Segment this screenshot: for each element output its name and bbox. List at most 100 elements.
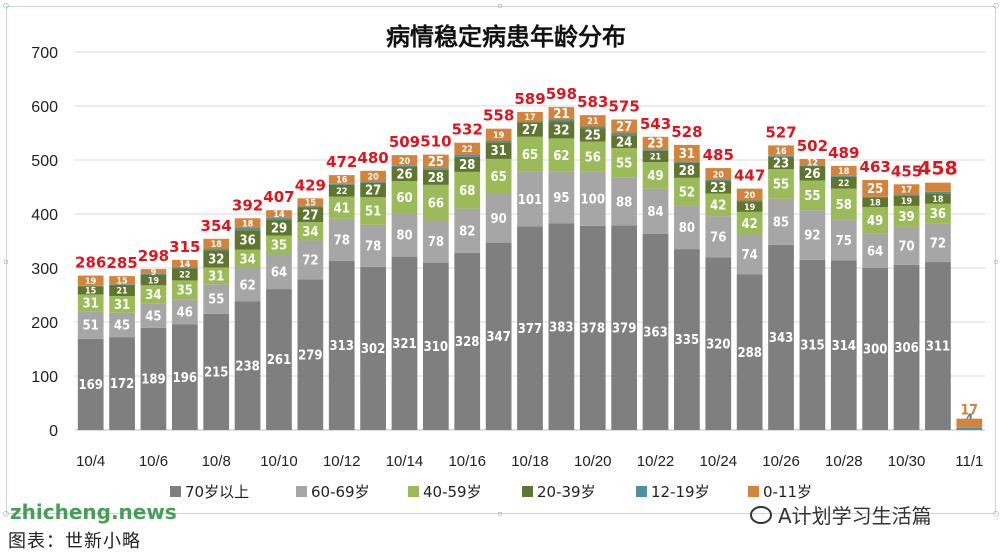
bar-segment [830, 188, 857, 220]
data-label: 31 [208, 270, 224, 285]
bar-segment [454, 252, 481, 430]
bar-segment [297, 198, 324, 207]
bar-segment [77, 275, 104, 286]
bar-segment [109, 337, 135, 430]
data-label: 311 [926, 340, 950, 355]
data-label: 335 [675, 333, 699, 348]
bar-segment [485, 140, 512, 143]
data-label: 300 [863, 343, 887, 358]
bar-segment [454, 154, 481, 157]
bar-segment [422, 154, 449, 169]
data-label: 21 [587, 117, 599, 127]
data-label: 101 [518, 193, 542, 208]
data-label: 80 [679, 221, 695, 236]
bar-segment [830, 176, 857, 189]
resize-handle-bottom-left[interactable]: ○ [3, 509, 9, 519]
data-label: 88 [616, 195, 632, 210]
y-tick-label: 600 [31, 99, 58, 116]
y-tick-label: 200 [31, 315, 58, 332]
bar-segment [140, 327, 167, 430]
bar-segment [642, 233, 669, 430]
bar-segment [642, 136, 669, 150]
bar-segment [893, 205, 920, 227]
data-label: 22 [336, 187, 347, 197]
data-label: 65 [522, 148, 538, 163]
bar-segment [736, 234, 763, 275]
bar-segment [736, 201, 763, 212]
data-label: 22 [462, 145, 473, 155]
bar-segment [862, 233, 889, 268]
data-label: 378 [581, 322, 605, 337]
data-label: 84 [647, 205, 663, 220]
data-label: 70 [898, 240, 914, 255]
data-label: 261 [267, 353, 291, 368]
resize-handle-bottom[interactable]: ▫ [497, 509, 503, 519]
bar-segment [548, 121, 575, 139]
data-label: 23 [647, 137, 663, 152]
bar-segment [799, 180, 826, 211]
bar-segment [799, 259, 826, 430]
x-tick-label: 10/4 [76, 453, 105, 470]
bar-segment [422, 262, 449, 430]
total-label: 392 [232, 196, 263, 214]
bar-segment [266, 210, 292, 218]
bar-segment [642, 162, 669, 189]
data-label: 20 [744, 191, 756, 201]
data-label: 17 [901, 186, 912, 196]
bar-segment [422, 168, 449, 170]
bar-segment [391, 256, 418, 430]
data-label: 313 [330, 339, 354, 354]
bar-segment [77, 338, 104, 430]
total-label: 589 [514, 90, 545, 108]
bar-segment [674, 162, 700, 178]
data-label: 16 [336, 176, 348, 186]
data-label: 28 [679, 164, 695, 179]
y-tick-label: 300 [31, 261, 58, 278]
data-label: 31 [114, 298, 130, 313]
data-label: 55 [616, 157, 632, 172]
data-label: 306 [894, 341, 918, 356]
data-label: 279 [298, 348, 322, 363]
resize-handle-top-right[interactable]: ○ [993, 1, 999, 11]
data-label: 31 [679, 147, 695, 162]
total-label: 480 [357, 149, 388, 167]
total-label: 583 [577, 93, 608, 111]
x-tick-label: 10/18 [511, 453, 549, 470]
bar-segment [266, 219, 292, 236]
bar-segment [642, 188, 669, 234]
data-label: 25 [428, 155, 444, 170]
bar-segment [736, 188, 763, 201]
data-label: 66 [428, 196, 444, 211]
total-label: 598 [546, 85, 577, 103]
bar-segment [736, 200, 763, 202]
bar-segment [893, 195, 920, 206]
bar-segment [893, 264, 920, 430]
bar-segment [485, 242, 512, 430]
data-label: 169 [78, 378, 102, 393]
data-label: 31 [83, 297, 99, 312]
resize-handle-bottom-right[interactable]: ○ [993, 509, 999, 519]
bar-segment [297, 222, 324, 241]
stacked-bar-chart: 病情稳定病患年龄分布010020030040050060070016951311… [31, 23, 985, 501]
data-label: 14 [179, 260, 191, 270]
data-label: 18 [838, 167, 850, 177]
bar-segment [925, 262, 951, 430]
total-label: 510 [420, 133, 451, 151]
bar-segment [485, 158, 512, 195]
data-label: 363 [643, 326, 667, 341]
resize-handle-left[interactable]: ▫ [3, 257, 9, 267]
bar-segment [925, 191, 951, 195]
resize-handle-top-left[interactable]: ○ [3, 1, 9, 11]
bar-segment [611, 148, 638, 178]
bar-segment [171, 267, 198, 269]
data-label: 35 [271, 239, 287, 254]
bar-segment [862, 268, 889, 430]
data-label: 51 [365, 205, 381, 220]
bar-segment [391, 213, 418, 257]
bar-segment [297, 206, 324, 208]
resize-handle-right[interactable]: ▫ [993, 257, 999, 267]
data-label: 17 [524, 113, 535, 123]
bar-segment [266, 235, 292, 255]
resize-handle-top[interactable]: ▫ [497, 1, 503, 11]
bar-segment [705, 168, 732, 180]
